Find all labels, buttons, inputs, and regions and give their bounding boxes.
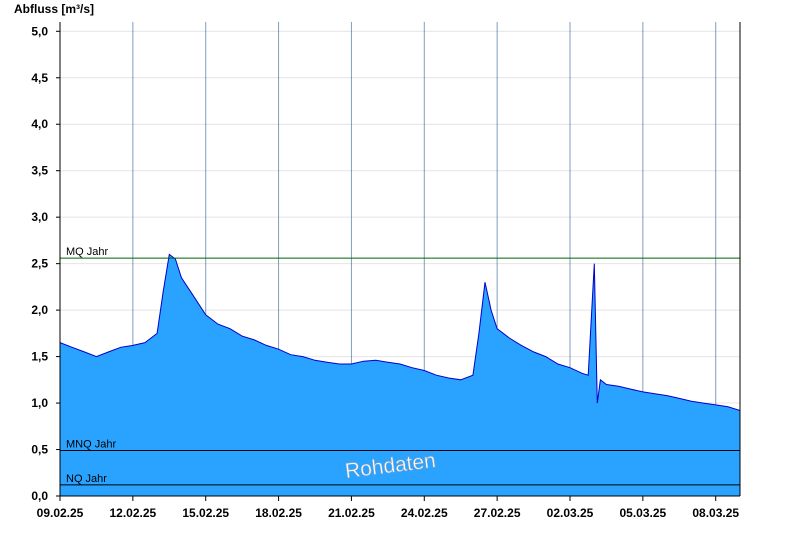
y-tick-labels: 0,0 0,5 1,0 1,5 2,0 2,5 3,0 3,5 4,0 4,5 5,0 — [31, 24, 48, 503]
y-tick-label: 4,5 — [31, 71, 48, 85]
y-tick-label: 1,5 — [31, 350, 48, 364]
discharge-area — [60, 254, 740, 496]
reference-line-label: MQ Jahr — [66, 246, 109, 258]
y-tick-label: 2,0 — [31, 303, 48, 317]
x-tick-label: 09.02.25 — [37, 506, 84, 520]
reference-line-label: NQ Jahr — [66, 473, 107, 485]
reference-line-label: MNQ Jahr — [66, 438, 116, 450]
x-tick-label: 12.02.25 — [109, 506, 156, 520]
x-tick-label: 24.02.25 — [401, 506, 448, 520]
x-tick-label: 15.02.25 — [182, 506, 229, 520]
y-tick-label: 1,0 — [31, 396, 48, 410]
y-tick-label: 4,0 — [31, 117, 48, 131]
x-tick-label: 08.03.25 — [692, 506, 739, 520]
axes — [59, 22, 741, 497]
discharge-line — [59, 253, 741, 411]
y-tick-label: 3,5 — [31, 164, 48, 178]
y-tick-label: 5,0 — [31, 24, 48, 38]
x-tick-labels: 09.02.25 12.02.25 15.02.25 18.02.25 21.02.25… — [37, 506, 740, 520]
x-tick-label: 05.03.25 — [619, 506, 666, 520]
x-tick-label: 18.02.25 — [255, 506, 302, 520]
y-tick-label: 3,0 — [31, 210, 48, 224]
x-tick-label: 27.02.25 — [474, 506, 521, 520]
reference-lines: MQ Jahr MNQ Jahr NQ Jahr — [60, 246, 740, 486]
x-tick-label: 21.02.25 — [328, 506, 375, 520]
y-tick-label: 0,5 — [31, 443, 48, 457]
y-tick-label: 0,0 — [31, 489, 48, 503]
y-tick-label: 2,5 — [31, 257, 48, 271]
y-axis-title: Abfluss [m³/s] — [14, 2, 94, 16]
x-tick-label: 02.03.25 — [547, 506, 594, 520]
area-layer — [59, 253, 741, 496]
